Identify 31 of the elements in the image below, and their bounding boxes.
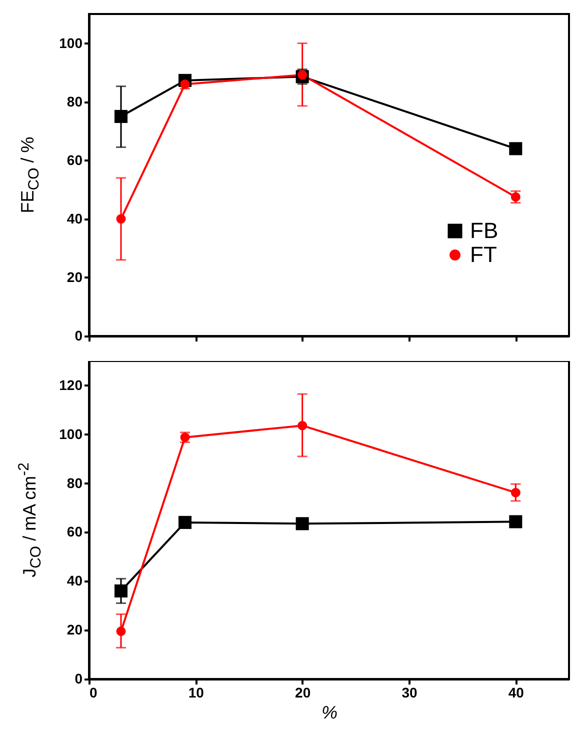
point (509, 142, 522, 156)
y-tick-label: 0 (74, 328, 83, 344)
point (178, 516, 192, 529)
x-tick-label: 20 (295, 684, 311, 700)
y-tick-label: 40 (66, 572, 83, 589)
x-tick-label: 30 (402, 684, 418, 700)
point (509, 515, 522, 528)
y-tick-label: 80 (66, 93, 83, 110)
x-tick-label: 10 (188, 684, 204, 700)
x-axis-title: % (321, 702, 338, 722)
point (510, 488, 520, 498)
point (298, 420, 308, 430)
legend-label: FT (470, 242, 497, 267)
point (116, 214, 126, 224)
y-tick-label: 20 (66, 622, 83, 638)
x-tick-label: 0 (90, 684, 98, 700)
y-tick-label: 60 (66, 152, 83, 168)
point (116, 626, 126, 636)
y-tick-label: 60 (66, 524, 83, 540)
y-tick-label: 100 (59, 34, 83, 51)
x-tick-label: 40 (508, 684, 524, 700)
y-tick-label: 0 (74, 670, 83, 686)
legend-label: FB (470, 218, 498, 243)
y-tick-label: 100 (59, 426, 83, 442)
y-tick-label: 20 (66, 268, 83, 285)
y-tick-label: 80 (66, 474, 83, 491)
point (114, 110, 128, 123)
point (114, 584, 128, 598)
point (296, 517, 309, 530)
y-tick-label: 40 (66, 210, 83, 226)
y-tick-label: 120 (59, 376, 83, 393)
